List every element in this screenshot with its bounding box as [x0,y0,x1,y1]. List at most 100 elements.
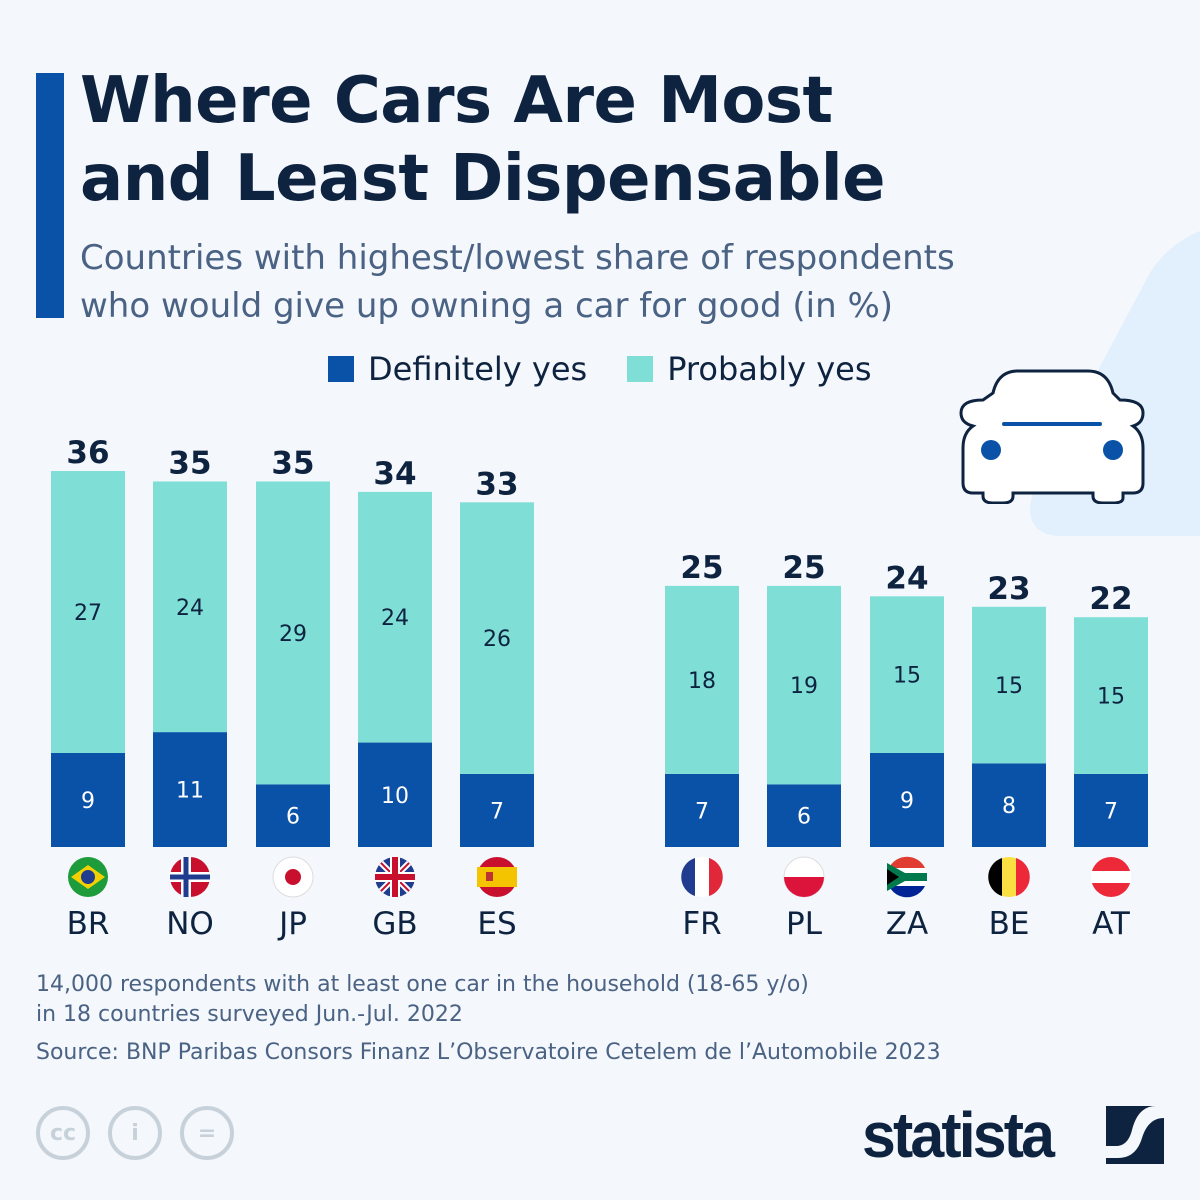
flag-AT-part [1091,871,1131,883]
data-label-probably: 15 [1097,685,1125,710]
chart: 9 27 36 BR 11 24 35 NO 6 29 35 JP 10 24 34 GB 7 26 33 ES 7 18… [51,435,1148,942]
legend-label: Definitely yes [368,350,588,388]
total-label: 24 [885,560,928,596]
bar-definitely-ES [460,773,534,847]
bar-probably-FR [665,585,739,774]
flag-JP-part [285,869,301,885]
data-label-probably: 18 [688,669,716,694]
data-label-probably: 19 [790,674,818,699]
flag-ZA-part [887,863,927,891]
bar-probably-AT [1074,617,1148,774]
data-label-definitely: 8 [1002,794,1016,819]
data-label-probably: 24 [381,606,409,631]
flag-ES-part [486,872,493,881]
flag-FR-part [709,858,723,896]
flag-ZA-part [889,856,925,868]
data-label-probably: 15 [893,664,921,689]
data-label-definitely: 6 [797,805,811,830]
flag-NO-part [183,857,189,897]
legend-swatch [328,356,354,382]
total-label: 35 [271,445,314,481]
bar-probably-GB [358,491,432,743]
bar-probably-BE [972,606,1046,764]
category-label: GB [372,906,417,942]
data-label-definitely: 9 [81,789,95,814]
flag-ZA-part [889,886,925,898]
title-line: Where Cars Are Most [80,64,833,138]
total-label: 35 [168,445,211,481]
data-label-definitely: 11 [176,779,204,804]
total-label: 25 [680,550,723,586]
cc-icon[interactable]: cc [36,1106,90,1160]
category-label: BE [989,906,1030,942]
bar-definitely-BR [51,753,125,847]
data-label-probably: 27 [74,601,102,626]
subtitle-line: Countries with highest/lowest share of r… [80,238,955,278]
attribution-icon[interactable]: i [108,1106,162,1160]
bar-definitely-BE [972,763,1046,847]
category-label: NO [166,906,214,942]
no-derivatives-icon[interactable]: = [180,1106,234,1160]
flag-BE-part [1016,858,1030,896]
flag-NO-part [170,874,210,880]
car-icon [959,369,1145,504]
chart-title: Where Cars Are Most and Least Dispensabl… [80,62,886,218]
statista-logo-mark [1106,1106,1164,1164]
bar-probably-NO [153,481,227,733]
total-label: 23 [987,571,1030,607]
subtitle-line: who would give up owning a car for good … [80,286,894,326]
flag-BR-part [81,870,95,884]
total-label: 33 [475,466,518,502]
footnote-line: 14,000 respondents with at least one car… [36,972,809,997]
data-label-probably: 24 [176,596,204,621]
data-label-definitely: 7 [1104,799,1118,824]
total-label: 25 [782,550,825,586]
title-line: and Least Dispensable [80,142,886,216]
bar-probably-ES [460,502,534,774]
source: Source: BNP Paribas Consors Finanz L’Obs… [36,1040,941,1065]
title-accent-bar [36,73,64,318]
data-label-definitely: 6 [286,805,300,830]
legend-swatch [627,356,654,382]
bar-definitely-JP [256,784,330,847]
category-label: BR [67,906,110,942]
category-label: JP [277,906,307,942]
bar-probably-PL [767,585,841,785]
bar-definitely-NO [153,732,227,847]
flag-GB-part [392,857,398,897]
total-label: 36 [66,435,109,471]
total-label: 22 [1089,581,1132,617]
chart-subtitle: Countries with highest/lowest share of r… [80,234,955,330]
legend-label: Probably yes [667,350,872,388]
flag-FR-part [681,858,695,896]
bar-probably-ZA [870,596,944,753]
data-label-definitely: 7 [490,799,504,824]
total-label: 34 [373,456,416,492]
legend: Definitely yes Probably yes [328,350,911,388]
statista-logo[interactable]: statista [862,1099,1055,1171]
bar-definitely-PL [767,784,841,847]
bar-definitely-AT [1074,773,1148,847]
footnote: 14,000 respondents with at least one car… [36,970,809,1030]
legend-item-probably: Probably yes [627,350,871,388]
data-label-probably: 26 [483,627,511,652]
data-label-definitely: 10 [381,784,409,809]
bar-probably-BR [51,471,125,753]
category-label: ES [477,906,516,942]
flag-ZA-part [887,869,899,885]
data-label-probably: 15 [995,674,1023,699]
bar-definitely-ZA [870,753,944,847]
data-label-probably: 29 [279,622,307,647]
flag-ES-part [477,867,517,887]
data-label-definitely: 7 [695,799,709,824]
flag-PL-part [784,877,824,897]
legend-item-definitely: Definitely yes [328,350,587,388]
footnote-line: in 18 countries surveyed Jun.-Jul. 2022 [36,1002,463,1027]
data-label-definitely: 9 [900,789,914,814]
bar-probably-JP [256,481,330,785]
bar-definitely-GB [358,742,432,847]
flag-BE-part [988,858,1002,896]
category-label: ZA [886,906,928,942]
category-label: FR [682,906,721,942]
category-label: AT [1092,906,1131,942]
